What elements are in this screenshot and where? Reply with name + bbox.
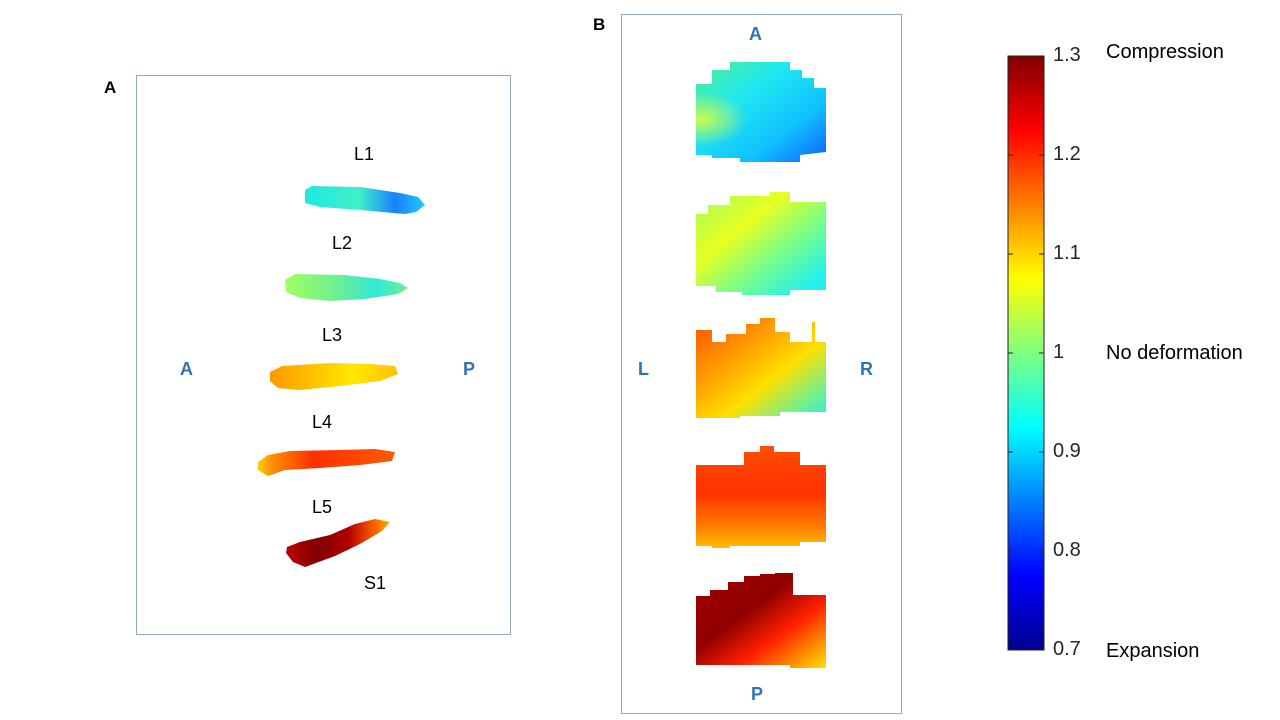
axial-disc-5 — [696, 573, 826, 668]
disc-label-l5: L5 — [312, 497, 333, 517]
panel-a-letter: A — [104, 78, 117, 97]
panel-b-right-label: R — [860, 359, 873, 379]
disc-l5-shape — [286, 519, 390, 567]
colorbar-tick-label: 0.7 — [1053, 638, 1081, 660]
colorbar-tick-label: 1.3 — [1053, 44, 1081, 66]
no-deformation-annotation: No deformation — [1106, 342, 1243, 364]
panel-b-anterior-label: A — [749, 24, 762, 44]
disc-label-l3: L3 — [322, 325, 343, 345]
colorbar-tick-label: 1 — [1053, 341, 1065, 363]
axial-disc-4 — [696, 446, 826, 548]
panel-b-discs — [696, 62, 826, 668]
panel-a-discs — [258, 186, 425, 567]
colorbar-tick-label: 0.8 — [1053, 539, 1081, 561]
panel-b-frame — [621, 14, 902, 714]
disc-label-l4: L4 — [312, 412, 333, 432]
axial-disc-3 — [696, 318, 826, 418]
disc-label-l2: L2 — [332, 233, 353, 253]
panel-a-anterior-label: A — [180, 359, 193, 379]
colorbar-tick-marks — [1008, 55, 1044, 651]
disc-label-l1: L1 — [354, 144, 375, 164]
axial-disc-1 — [696, 62, 826, 162]
disc-l3-shape — [270, 363, 398, 390]
disc-label-s1: S1 — [364, 573, 387, 593]
disc-l2-shape — [285, 274, 408, 301]
disc-l4-shape — [258, 449, 395, 476]
colorbar-gradient — [1008, 56, 1044, 650]
panel-b-letter: B — [593, 15, 606, 34]
colorbar — [1007, 55, 1045, 651]
colorbar-tick-label: 0.9 — [1053, 440, 1081, 462]
disc-l1-shape — [305, 186, 425, 214]
panel-a-frame — [136, 75, 511, 635]
axial-disc-2 — [696, 192, 826, 295]
panel-a-posterior-label: P — [463, 359, 476, 379]
colorbar-tick-label: 1.2 — [1053, 143, 1081, 165]
compression-annotation: Compression — [1106, 41, 1224, 63]
expansion-annotation: Expansion — [1106, 640, 1200, 662]
colorbar-tick-label: 1.1 — [1053, 242, 1081, 264]
panel-b-left-label: L — [638, 359, 649, 379]
panel-b-posterior-label: P — [751, 684, 764, 704]
